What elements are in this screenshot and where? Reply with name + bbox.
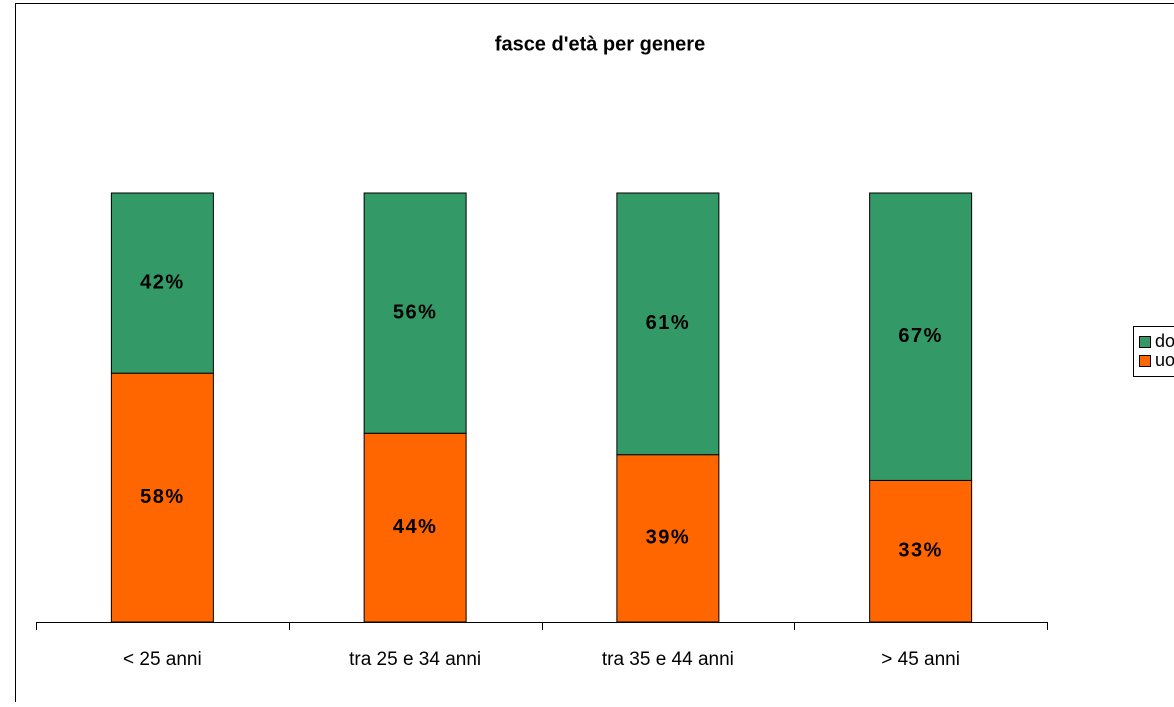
x-tick-label: tra 35 e 44 anni <box>602 649 734 670</box>
data-label: 67% <box>898 325 943 347</box>
data-label: 39% <box>646 527 691 549</box>
legend-swatch <box>1140 356 1151 367</box>
legend-label: donne <box>1155 331 1174 351</box>
data-label: 56% <box>393 301 438 323</box>
data-label: 33% <box>898 539 943 561</box>
chart-title: fasce d'età per genere <box>495 33 705 55</box>
legend-label: uomini <box>1155 350 1174 370</box>
data-label: 42% <box>140 271 185 293</box>
x-tick-label: > 45 anni <box>881 649 960 670</box>
x-tick-label: tra 25 e 34 anni <box>349 649 481 670</box>
x-tick-label: < 25 anni <box>123 649 202 670</box>
data-label: 44% <box>393 516 438 538</box>
data-label: 58% <box>140 486 185 508</box>
legend-swatch <box>1140 337 1151 348</box>
data-label: 61% <box>646 312 691 334</box>
